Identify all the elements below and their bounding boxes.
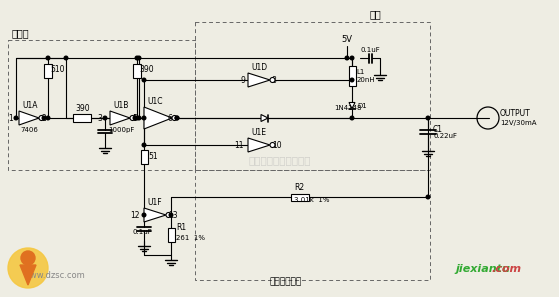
Bar [133, 64, 141, 78]
Text: 12: 12 [130, 211, 140, 220]
Circle shape [39, 116, 44, 121]
Circle shape [142, 143, 146, 147]
Text: 0.1uF: 0.1uF [132, 229, 152, 235]
Circle shape [64, 56, 68, 60]
Text: 12V/30mA: 12V/30mA [500, 120, 537, 126]
Text: R1: R1 [176, 223, 186, 232]
Text: 5: 5 [132, 114, 137, 123]
Polygon shape [248, 138, 270, 152]
Circle shape [270, 78, 275, 83]
Text: 杭州裕富科技有限公司: 杭州裕富科技有限公司 [249, 155, 311, 165]
Text: D1: D1 [357, 102, 367, 108]
Text: .com: .com [491, 264, 521, 274]
Text: 7406: 7406 [20, 127, 38, 133]
Text: www.dzsc.com: www.dzsc.com [24, 271, 86, 280]
Circle shape [14, 116, 18, 120]
Text: C1: C1 [433, 124, 443, 133]
Text: 390: 390 [75, 104, 89, 113]
Polygon shape [144, 107, 172, 129]
Text: 0.1uF: 0.1uF [360, 47, 380, 53]
Circle shape [137, 116, 141, 120]
Text: 误差取样放大: 误差取样放大 [270, 277, 302, 286]
Circle shape [350, 78, 354, 82]
Bar [195, 170, 430, 280]
Text: 3.01k  1%: 3.01k 1% [295, 197, 330, 203]
Polygon shape [20, 265, 36, 285]
Polygon shape [349, 102, 355, 108]
Text: U1E: U1E [251, 128, 266, 137]
Circle shape [137, 56, 141, 60]
Circle shape [169, 213, 173, 217]
Circle shape [42, 116, 46, 120]
Bar [44, 64, 52, 78]
Bar [195, 22, 430, 170]
Text: L1: L1 [357, 69, 365, 75]
Text: 11: 11 [234, 141, 244, 150]
Text: U1B: U1B [113, 101, 129, 110]
Text: 1N4148: 1N4148 [334, 105, 362, 111]
Circle shape [46, 56, 50, 60]
Text: 10: 10 [272, 141, 282, 150]
Circle shape [142, 116, 146, 120]
Circle shape [175, 116, 179, 120]
Text: 20nH: 20nH [357, 78, 375, 83]
Circle shape [172, 116, 177, 121]
Circle shape [270, 143, 275, 148]
Bar [348, 66, 356, 86]
Text: U1C: U1C [147, 97, 163, 106]
Polygon shape [19, 111, 39, 125]
Circle shape [350, 56, 354, 60]
Text: 振荡器: 振荡器 [12, 28, 30, 38]
Circle shape [166, 212, 171, 217]
Text: 0.22uF: 0.22uF [433, 133, 457, 139]
Text: 390: 390 [139, 64, 154, 73]
Text: jiexiantu: jiexiantu [455, 264, 510, 274]
Circle shape [135, 56, 139, 60]
Polygon shape [248, 73, 270, 87]
Circle shape [175, 116, 179, 120]
Text: R2: R2 [295, 183, 305, 192]
Bar [168, 228, 174, 242]
Text: 5V: 5V [342, 35, 353, 44]
Circle shape [142, 78, 146, 82]
Polygon shape [110, 111, 130, 125]
Text: 1: 1 [8, 114, 13, 123]
Circle shape [21, 251, 35, 265]
Text: 9: 9 [240, 76, 245, 85]
Circle shape [135, 116, 139, 120]
Text: U1F: U1F [147, 198, 162, 207]
Text: 8: 8 [272, 76, 277, 85]
Circle shape [426, 195, 430, 199]
Circle shape [350, 116, 354, 120]
Text: 3: 3 [97, 114, 102, 123]
Bar [140, 149, 148, 164]
Text: U1D: U1D [251, 63, 267, 72]
Bar [291, 194, 309, 200]
Circle shape [8, 248, 48, 288]
Text: 51: 51 [149, 152, 158, 161]
Circle shape [133, 116, 137, 120]
Polygon shape [144, 208, 166, 222]
Text: 6: 6 [167, 114, 172, 123]
Circle shape [345, 56, 349, 60]
Circle shape [426, 116, 430, 120]
Text: 4: 4 [132, 114, 137, 123]
Circle shape [142, 213, 146, 217]
Bar [73, 114, 91, 122]
Text: 13: 13 [168, 211, 178, 220]
Circle shape [46, 116, 50, 120]
Text: 电源: 电源 [370, 9, 382, 19]
Text: OUTPUT: OUTPUT [500, 110, 530, 119]
Polygon shape [261, 115, 268, 121]
Bar [8, 40, 195, 170]
Text: 510: 510 [50, 64, 64, 73]
Circle shape [130, 116, 135, 121]
Circle shape [103, 116, 107, 120]
Text: U1A: U1A [22, 101, 37, 110]
Text: 2: 2 [41, 114, 46, 123]
Text: 261  1%: 261 1% [176, 235, 205, 241]
Text: 1000pF: 1000pF [108, 127, 134, 133]
